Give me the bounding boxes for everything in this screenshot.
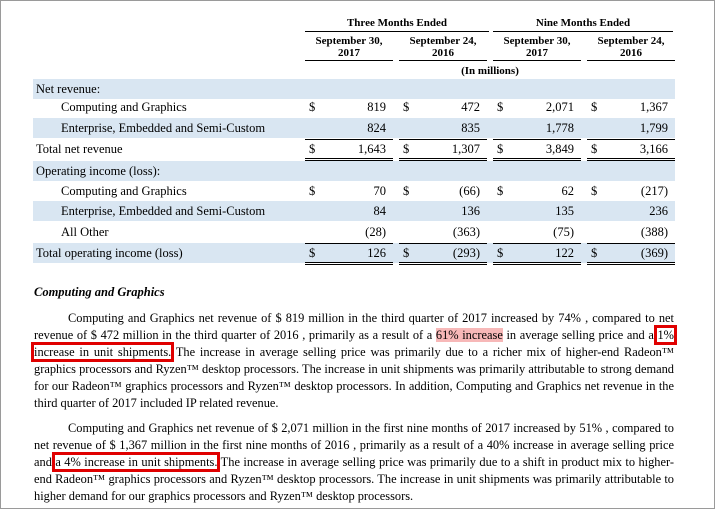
table-cell: (66) — [459, 184, 480, 198]
table-cell: (369) — [640, 246, 668, 260]
row-label: Total net revenue — [36, 142, 123, 156]
table-cell: (388) — [640, 225, 668, 239]
total-double-rule — [587, 262, 675, 265]
table-cell: 835 — [461, 121, 480, 135]
row-label: Computing and Graphics — [61, 184, 187, 198]
table-cell: 1,799 — [639, 121, 668, 135]
paragraph-quarter: Computing and Graphics net revenue of $ … — [31, 311, 677, 410]
currency-symbol: $ — [309, 184, 316, 198]
row-label: Enterprise, Embedded and Semi-Custom — [61, 121, 266, 135]
column-header: September 24, 2016 — [597, 35, 665, 59]
currency-symbol: $ — [309, 246, 316, 260]
group-header-rule — [305, 31, 489, 32]
table-cell: 236 — [649, 204, 668, 218]
currency-symbol: $ — [591, 246, 598, 260]
table-cell: 472 — [461, 100, 480, 114]
highlighted-phrase: 61% increase — [435, 327, 503, 342]
table-cell: 3,849 — [545, 142, 574, 156]
total-double-rule — [305, 262, 393, 265]
group-header-three-months: Three Months Ended — [346, 17, 448, 29]
total-double-rule — [493, 158, 581, 161]
currency-symbol: $ — [497, 184, 504, 198]
section-heading: Computing and Graphics — [34, 285, 165, 299]
column-header-rule — [493, 60, 581, 61]
row-label: Operating income (loss): — [36, 164, 161, 178]
total-double-rule — [399, 262, 487, 265]
group-header-rule — [493, 31, 673, 32]
row-label: Total operating income (loss) — [36, 246, 183, 260]
table-cell: 819 — [367, 100, 386, 114]
subtotal-rule — [305, 243, 393, 244]
subtotal-rule — [587, 243, 675, 244]
table-cell: 136 — [461, 204, 480, 218]
currency-symbol: $ — [403, 142, 410, 156]
subtotal-rule — [305, 139, 393, 140]
table-cell: 1,778 — [545, 121, 574, 135]
column-header-rule — [587, 60, 675, 61]
total-double-rule — [493, 262, 581, 265]
currency-symbol: $ — [403, 184, 410, 198]
boxed-phrase: 1% increase in unit shipments. — [31, 324, 677, 362]
table-cell: 135 — [555, 204, 574, 218]
column-header: September 30, 2017 — [503, 35, 571, 59]
column-header: September 24, 2016 — [409, 35, 477, 59]
subtotal-rule — [399, 139, 487, 140]
table-cell: 84 — [373, 204, 387, 218]
currency-symbol: $ — [309, 142, 316, 156]
table-cell: 1,367 — [639, 100, 668, 114]
currency-symbol: $ — [403, 246, 410, 260]
total-double-rule — [399, 158, 487, 161]
row-band — [33, 161, 675, 181]
total-double-rule — [587, 158, 675, 161]
currency-symbol: $ — [309, 100, 316, 114]
boxed-phrase: a 4% increase in unit shipments. — [52, 451, 221, 472]
column-header-rule — [305, 60, 393, 61]
table-cell: (28) — [365, 225, 386, 239]
table-cell: 2,071 — [545, 100, 574, 114]
column-header: September 30, 2017 — [315, 35, 383, 59]
table-cell: (363) — [452, 225, 480, 239]
table-cell: 3,166 — [639, 142, 668, 156]
table-cell: (217) — [640, 184, 668, 198]
table-cell: (293) — [452, 246, 480, 260]
subtotal-rule — [399, 243, 487, 244]
currency-symbol: $ — [497, 142, 504, 156]
currency-symbol: $ — [591, 142, 598, 156]
subtotal-rule — [587, 139, 675, 140]
row-label: Enterprise, Embedded and Semi-Custom — [61, 204, 266, 218]
table-cell: 126 — [367, 246, 386, 260]
table-cell: 70 — [373, 184, 387, 198]
subtotal-rule — [493, 243, 581, 244]
table-cell: 1,643 — [357, 142, 386, 156]
paragraph-nine-months: Computing and Graphics net revenue of $ … — [34, 421, 674, 503]
subtotal-rule — [493, 139, 581, 140]
units-note: (In millions) — [461, 65, 519, 77]
currency-symbol: $ — [403, 100, 410, 114]
row-band — [33, 243, 675, 263]
table-cell: 62 — [561, 184, 575, 198]
row-band — [33, 79, 675, 99]
row-label: All Other — [61, 225, 109, 239]
row-label: Net revenue: — [36, 82, 101, 96]
row-label: Computing and Graphics — [61, 100, 187, 114]
currency-symbol: $ — [497, 100, 504, 114]
row-band — [33, 201, 675, 221]
table-cell: (75) — [553, 225, 574, 239]
total-double-rule — [305, 158, 393, 161]
currency-symbol: $ — [591, 184, 598, 198]
table-cell: 122 — [555, 246, 574, 260]
row-band — [33, 118, 675, 138]
currency-symbol: $ — [591, 100, 598, 114]
table-cell: 1,307 — [451, 142, 480, 156]
table-cell: 824 — [367, 121, 386, 135]
group-header-nine-months: Nine Months Ended — [535, 17, 631, 29]
currency-symbol: $ — [497, 246, 504, 260]
column-header-rule — [399, 60, 487, 61]
